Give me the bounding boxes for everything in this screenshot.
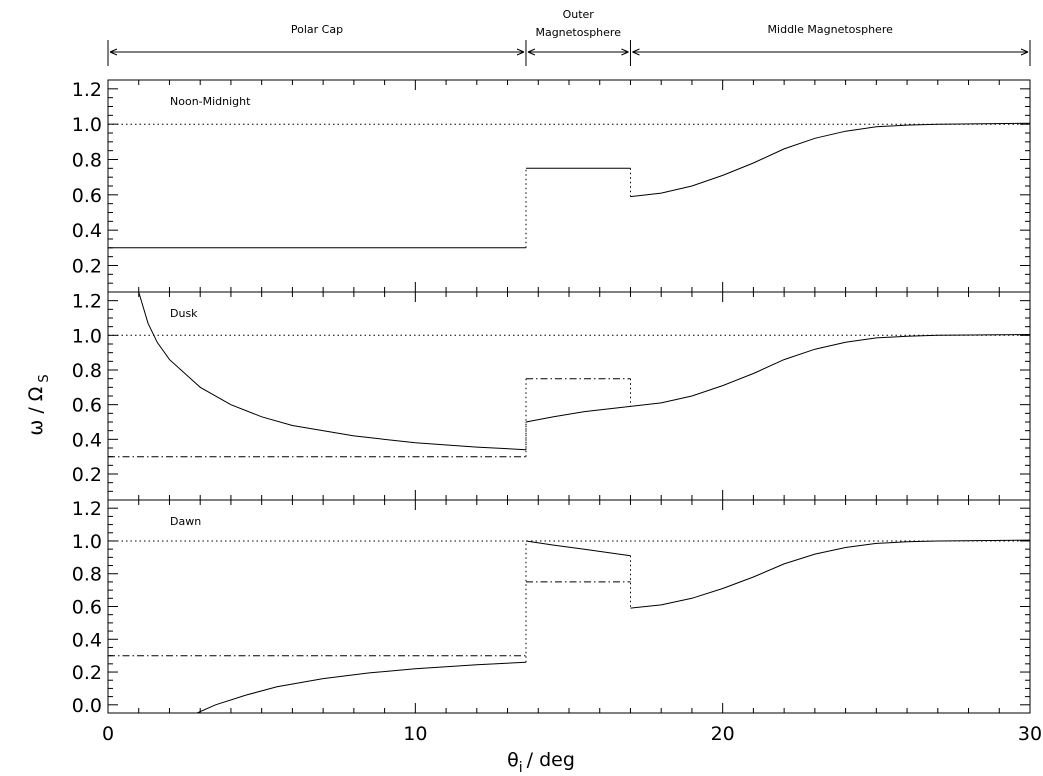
x-tick-label: 30 <box>1018 723 1042 745</box>
panel-label: Noon-Midnight <box>170 95 251 108</box>
y-tick-label: 0.2 <box>72 464 102 486</box>
panel-label: Dusk <box>170 307 198 320</box>
x-axis-title: θi / deg <box>507 749 575 776</box>
region-arrowhead-right <box>621 48 629 56</box>
series-line-solid <box>630 539 1030 609</box>
y-tick-label: 0.4 <box>72 429 102 451</box>
y-tick-label: 0.2 <box>72 256 102 278</box>
x-axis-title-sub: i <box>519 760 523 776</box>
y-tick-label: 0.4 <box>72 220 102 242</box>
panel-label: Dawn <box>170 515 201 528</box>
y-tick-label: 1.2 <box>72 498 102 520</box>
region-arrowhead-right <box>1020 48 1029 56</box>
region-arrowhead-left <box>109 48 118 56</box>
x-axis-title-unit: / deg <box>527 749 575 771</box>
y-tick-label: 0.6 <box>72 597 102 619</box>
x-axis: 0 10 20 30 <box>102 723 1042 745</box>
region-label-line1: Outer <box>563 8 595 21</box>
region-label: Middle Magnetosphere <box>768 23 894 36</box>
y-axis-title-main: ω / Ω <box>25 387 47 436</box>
region-label-line2: Magnetosphere <box>535 26 621 39</box>
region-header: Polar Cap Outer Magnetosphere Middle Magnet… <box>107 8 1031 66</box>
y-tick-label: 0.4 <box>72 629 102 651</box>
panel-frame <box>107 499 1031 714</box>
region-arrowhead-left <box>632 48 640 56</box>
x-tick-label: 10 <box>403 723 427 745</box>
panel-frame <box>107 291 1031 501</box>
y-tick-label: 0.8 <box>72 564 102 586</box>
series-line-solid <box>630 122 1030 198</box>
y-tick-label: 1.0 <box>72 531 102 553</box>
y-tick-label: 0.6 <box>72 185 102 207</box>
y-tick-label: 0.8 <box>72 150 102 172</box>
x-axis-title-main: θ <box>507 749 519 771</box>
y-tick-label: 0.6 <box>72 395 102 417</box>
x-tick-label: 20 <box>711 723 735 745</box>
y-tick-label: 1.2 <box>72 79 102 101</box>
series-line-solid <box>138 292 527 451</box>
region-arrowhead-left <box>527 48 536 56</box>
y-axis-title-sub: S <box>37 374 52 382</box>
series-line-solid <box>525 405 631 423</box>
y-tick-label: 1.0 <box>72 325 102 347</box>
panels: 0.2 0.4 0.6 0.8 1.0 1.2 Noon-Midnight 0.2 0.4 0.6… <box>72 79 1031 717</box>
x-tick-label: 0 <box>102 723 114 745</box>
y-tick-label: 0.2 <box>72 662 102 684</box>
y-tick-label: 1.2 <box>72 291 102 313</box>
y-tick-label: 0.0 <box>72 695 102 717</box>
series-line-solid <box>630 334 1030 407</box>
y-axis-title: ω / Ω S <box>25 374 52 435</box>
panel-frame <box>107 79 1031 293</box>
y-tick-label: 0.8 <box>72 360 102 382</box>
region-arrowhead-right <box>516 48 525 56</box>
panel-2: 0.2 0.4 0.6 0.8 1.0 1.2 Dusk <box>72 291 1031 501</box>
y-tick-label: 1.0 <box>72 114 102 136</box>
series-line-solid <box>525 540 631 557</box>
series-line-solid <box>196 661 527 713</box>
panel-1: 0.2 0.4 0.6 0.8 1.0 1.2 Noon-Midnight <box>72 79 1031 293</box>
region-label: Polar Cap <box>291 23 343 36</box>
panel-3: 0.0 0.2 0.4 0.6 0.8 1.0 1.2 Dawn <box>72 498 1031 717</box>
